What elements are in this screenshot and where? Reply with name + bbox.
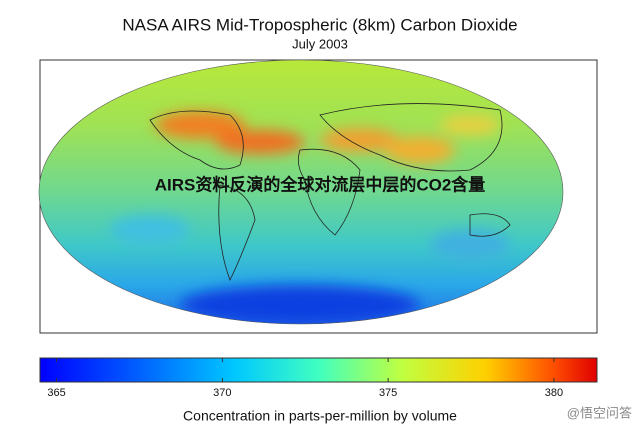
map-field (39, 60, 563, 324)
globe-outline (38, 59, 564, 325)
colorbar-ticks: 365 370 375 380 (47, 358, 563, 399)
colorbar-tick-label: 370 (213, 387, 231, 399)
overlay-text: AIRS资料反演的全球对流层中层的CO2含量 (155, 174, 486, 194)
colorbar-tick-label: 375 (379, 387, 397, 399)
colorbar-label: Concentration in parts-per-million by vo… (183, 408, 457, 424)
colorbar (39, 357, 598, 383)
colorbar-tick-label: 380 (545, 387, 563, 399)
subtitle: July 2003 (292, 36, 348, 51)
title: NASA AIRS Mid-Tropospheric (8km) Carbon … (122, 15, 517, 34)
watermark: @悟空问答 (567, 405, 632, 420)
colorbar-tick-label: 365 (47, 387, 65, 399)
